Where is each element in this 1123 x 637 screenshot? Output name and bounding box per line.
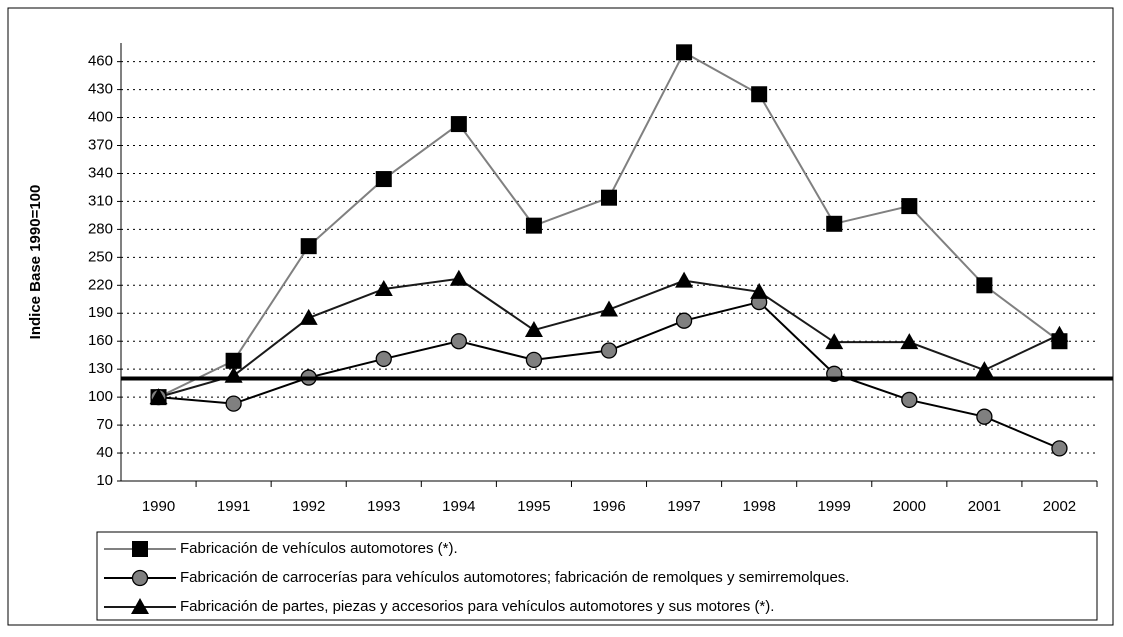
y-tick-label: 280 <box>88 220 113 237</box>
data-point <box>225 352 242 369</box>
x-tick-label: 1999 <box>818 498 851 515</box>
y-tick-label: 310 <box>88 192 113 209</box>
data-point <box>900 333 919 350</box>
data-point <box>600 342 618 359</box>
data-point <box>450 116 467 133</box>
data-point <box>676 44 693 61</box>
data-point <box>450 333 467 350</box>
legend-marker <box>131 598 149 614</box>
x-tick-label: 1996 <box>592 498 625 515</box>
data-point <box>751 86 768 103</box>
data-point <box>525 351 543 369</box>
y-tick-label: 10 <box>96 472 113 489</box>
data-point <box>675 271 694 288</box>
data-point <box>300 238 317 255</box>
data-point <box>524 321 543 338</box>
x-tick-label: 1995 <box>517 498 550 515</box>
y-tick-label: 190 <box>88 304 113 321</box>
x-tick-label: 1994 <box>442 498 475 515</box>
x-tick-label: 1997 <box>667 498 700 515</box>
data-point <box>375 350 392 368</box>
legend-marker <box>131 569 149 587</box>
chart-border <box>7 7 1114 626</box>
data-point <box>825 333 844 350</box>
data-point <box>299 308 318 325</box>
x-tick-label: 1990 <box>142 498 175 515</box>
x-tick-label: 1992 <box>292 498 325 515</box>
y-axis-title: Indice Base 1990=100 <box>27 185 44 340</box>
data-point <box>1051 440 1068 457</box>
data-point <box>975 361 994 378</box>
y-tick-label: 100 <box>88 388 113 405</box>
y-tick-label: 340 <box>88 164 113 181</box>
data-point <box>976 408 993 425</box>
data-point <box>225 395 242 412</box>
data-point <box>601 189 617 206</box>
y-tick-label: 460 <box>88 53 113 70</box>
legend-label: Fabricación de vehículos automotores (*)… <box>180 540 458 557</box>
x-tick-label: 1991 <box>217 498 250 515</box>
data-point <box>976 277 993 294</box>
y-tick-label: 70 <box>96 416 113 433</box>
data-point <box>826 215 843 232</box>
y-tick-label: 160 <box>88 332 113 349</box>
x-tick-label: 2000 <box>893 498 926 515</box>
data-point <box>525 217 542 234</box>
y-tick-label: 400 <box>88 109 113 126</box>
data-point <box>449 269 468 286</box>
y-tick-label: 250 <box>88 248 113 265</box>
y-tick-label: 40 <box>96 444 113 461</box>
data-point <box>375 171 392 188</box>
legend-label: Fabricación de carrocerías para vehículo… <box>180 569 849 586</box>
x-tick-label: 2001 <box>968 498 1001 515</box>
data-point <box>750 282 769 299</box>
legend-marker <box>132 541 148 557</box>
y-tick-label: 130 <box>88 360 113 377</box>
x-tick-label: 1998 <box>742 498 775 515</box>
legend-label: Fabricación de partes, piezas y accesori… <box>180 598 774 615</box>
data-point <box>374 280 393 297</box>
data-point <box>149 388 168 405</box>
y-tick-label: 430 <box>88 81 113 98</box>
x-tick-label: 1993 <box>367 498 400 515</box>
data-point <box>901 391 918 409</box>
data-point <box>901 198 918 215</box>
y-tick-label: 370 <box>88 136 113 153</box>
data-point <box>1050 325 1069 342</box>
y-tick-label: 220 <box>88 276 113 293</box>
data-point <box>600 300 618 317</box>
x-tick-label: 2002 <box>1043 498 1076 515</box>
legend-box <box>96 531 1098 621</box>
data-point <box>675 312 693 329</box>
